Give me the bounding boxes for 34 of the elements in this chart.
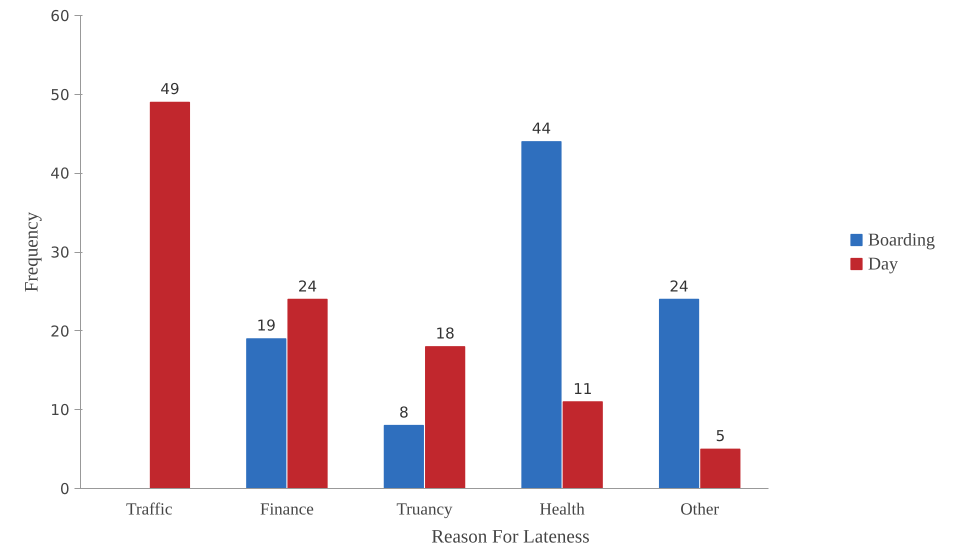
bar <box>658 298 700 488</box>
x-tick-label: Truancy <box>396 500 454 518</box>
bar <box>287 298 328 488</box>
y-tick-label: 0 <box>60 480 70 498</box>
y-tick-label: 50 <box>50 86 70 104</box>
data-label: 19 <box>256 316 276 335</box>
x-tick-label: Health <box>539 500 586 518</box>
x-axis-title: Reason For Lateness <box>431 526 590 548</box>
data-label: 24 <box>298 277 318 296</box>
bar <box>562 401 603 488</box>
y-tick-label: 10 <box>50 401 70 420</box>
x-tick-label: Finance <box>260 500 314 518</box>
y-tick-label: 30 <box>50 244 70 262</box>
x-tick-label: Traffic <box>126 500 173 518</box>
data-label: 44 <box>532 120 552 138</box>
legend-label: Day <box>868 253 898 274</box>
y-axis-title: Frequency <box>21 211 42 292</box>
legend-label: Boarding <box>868 229 935 250</box>
bar <box>150 102 190 488</box>
y-tick-label: 60 <box>50 7 70 25</box>
bar <box>246 338 286 488</box>
bar <box>425 346 466 488</box>
y-tick-label: 20 <box>50 322 70 340</box>
data-label: 49 <box>160 80 180 98</box>
bar <box>521 141 562 488</box>
data-label: 11 <box>573 380 592 398</box>
y-tick-label: 40 <box>50 164 70 183</box>
x-tick-label: Other <box>680 500 720 518</box>
data-label: 8 <box>399 403 409 422</box>
data-label: 5 <box>716 427 726 446</box>
data-label: 24 <box>670 277 689 296</box>
bar <box>700 448 740 488</box>
data-label: 18 <box>436 324 455 343</box>
bar <box>384 424 424 488</box>
